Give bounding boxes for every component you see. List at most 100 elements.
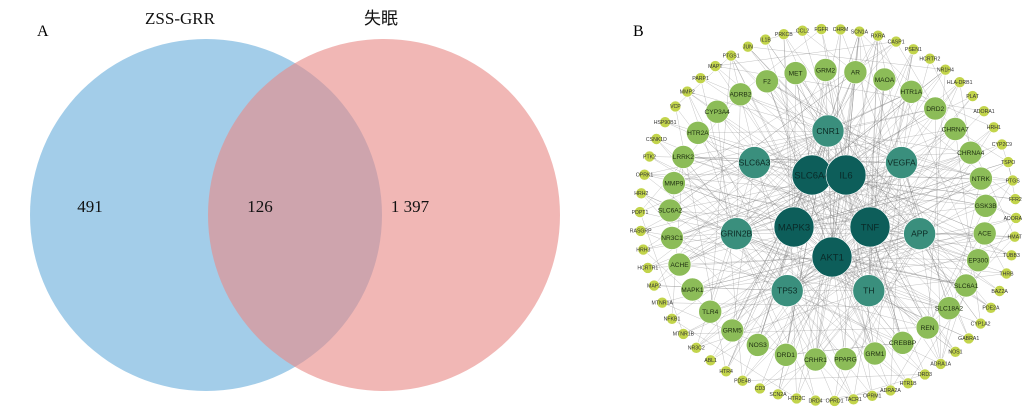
set-name-insomnia: 失眠 bbox=[364, 9, 398, 28]
node-circle bbox=[641, 262, 654, 274]
node-circle bbox=[666, 312, 678, 325]
node-label: MAPK3 bbox=[778, 222, 810, 233]
network-edge bbox=[747, 46, 829, 132]
node-circle bbox=[694, 72, 707, 84]
network-edge bbox=[649, 156, 795, 228]
network-node: CHRNA4 bbox=[957, 140, 985, 165]
network-edge bbox=[639, 130, 829, 213]
node-label: TACR1 bbox=[845, 397, 862, 403]
network-edge bbox=[869, 226, 1012, 256]
network-node: ADORA1 bbox=[973, 105, 995, 117]
network-edge bbox=[710, 152, 971, 312]
node-label: CHRNA7 bbox=[942, 126, 969, 133]
node-label: HLA-DRB1 bbox=[947, 80, 973, 86]
network-edge bbox=[795, 72, 992, 308]
network-edge bbox=[868, 79, 885, 291]
network-node: FGFR bbox=[814, 23, 829, 35]
network-edge bbox=[845, 174, 985, 234]
network-edge bbox=[783, 34, 920, 234]
node-label: MAPK1 bbox=[681, 287, 704, 294]
network-edge bbox=[679, 130, 829, 265]
network-node: GABRA1 bbox=[958, 332, 979, 345]
node-label: SLC6A3 bbox=[739, 158, 771, 168]
network-edge bbox=[890, 162, 902, 391]
network-node: IL1B bbox=[759, 33, 771, 46]
network-edge bbox=[679, 256, 833, 265]
network-edge bbox=[640, 230, 967, 286]
network-edge bbox=[697, 130, 829, 134]
node-circle bbox=[949, 345, 962, 358]
network-node: HTR1A bbox=[899, 80, 924, 104]
node-label: PTGS1 bbox=[723, 53, 740, 59]
network-edge bbox=[831, 256, 967, 286]
network-edge bbox=[669, 71, 856, 211]
node-circle bbox=[770, 274, 804, 308]
node-circle bbox=[849, 206, 891, 248]
network-node: SLC6A3 bbox=[738, 146, 771, 179]
node-circle bbox=[954, 273, 978, 298]
network-node: GRM5 bbox=[720, 318, 745, 343]
node-circle bbox=[658, 198, 682, 223]
network-node: MMP2 bbox=[680, 85, 695, 98]
node-label: BAZ2A bbox=[991, 289, 1008, 295]
network-edge bbox=[793, 128, 956, 228]
node-circle bbox=[899, 80, 924, 104]
node-label: HMAT bbox=[1008, 235, 1022, 241]
network-node: PRKCB bbox=[775, 28, 793, 41]
network-edge bbox=[656, 138, 909, 384]
node-circle bbox=[953, 76, 966, 88]
network-node: HRH1 bbox=[987, 121, 1001, 134]
node-circle bbox=[809, 394, 822, 407]
node-label: REN bbox=[921, 325, 935, 332]
node-label: PDPT1 bbox=[632, 210, 649, 216]
node-label: PTGS bbox=[1006, 178, 1021, 184]
node-circle bbox=[1005, 249, 1018, 262]
node-label: SLC6A4 bbox=[794, 170, 829, 181]
node-circle bbox=[872, 29, 884, 42]
network-node: BAZ2A bbox=[991, 285, 1008, 297]
network-edge bbox=[827, 108, 936, 132]
count-zss-grr-only: 491 bbox=[77, 197, 103, 216]
node-label: ADORA1 bbox=[973, 109, 994, 115]
network-edge bbox=[811, 174, 870, 291]
node-label: THRB bbox=[999, 271, 1014, 277]
node-label: HCRTR2 bbox=[919, 57, 940, 63]
network-edge bbox=[766, 81, 871, 228]
node-label: FFR2 bbox=[1009, 197, 1022, 203]
network-edge bbox=[766, 81, 891, 391]
node-label: HTR2A bbox=[687, 130, 709, 137]
node-circle bbox=[772, 388, 784, 401]
network-edge bbox=[766, 81, 1017, 219]
node-label: CHRM bbox=[833, 27, 849, 33]
node-circle bbox=[755, 69, 779, 94]
network-edge bbox=[831, 256, 950, 309]
node-label: ADRA1A bbox=[930, 362, 951, 368]
node-label: HRH2 bbox=[634, 191, 648, 197]
node-label: TH bbox=[863, 286, 874, 296]
network-node: CHRNA7 bbox=[942, 117, 969, 141]
network-node: CASP1 bbox=[888, 35, 905, 48]
node-circle bbox=[634, 225, 647, 237]
network-node: PTK2 bbox=[643, 150, 656, 163]
node-circle bbox=[853, 25, 866, 38]
network-node: REN bbox=[915, 315, 940, 340]
node-circle bbox=[939, 63, 952, 76]
node-label: EP300 bbox=[968, 258, 988, 265]
network-node: ADRB2 bbox=[728, 82, 753, 107]
node-label: FGFR bbox=[814, 27, 828, 33]
node-label: DRD2 bbox=[926, 106, 944, 113]
network-edge bbox=[787, 290, 873, 396]
network-node: FFR2 bbox=[1009, 193, 1022, 205]
node-circle bbox=[725, 49, 737, 62]
node-label: TP53 bbox=[777, 286, 798, 296]
network-edge bbox=[696, 174, 847, 348]
set-name-zss-grr: ZSS-GRR bbox=[145, 9, 216, 28]
network-node: NR3C2 bbox=[688, 341, 705, 354]
node-label: IL6 bbox=[839, 170, 852, 181]
network-edge bbox=[811, 91, 912, 176]
node-circle bbox=[833, 347, 858, 371]
network-node: MMP9 bbox=[662, 171, 686, 195]
venn-panel: A ZSS-GRR 失眠 491 126 1 397 bbox=[30, 9, 560, 391]
node-label: MTNR1A bbox=[652, 301, 674, 307]
node-label: PRKCB bbox=[775, 32, 793, 38]
